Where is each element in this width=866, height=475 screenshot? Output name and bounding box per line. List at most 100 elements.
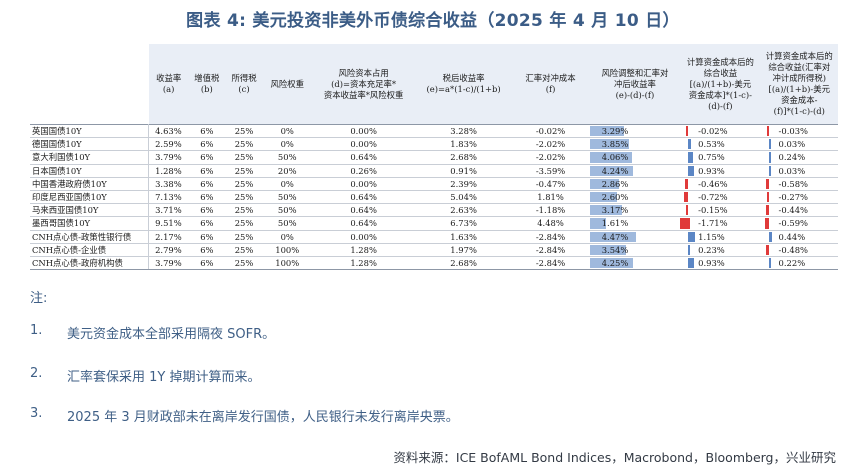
data-bar bbox=[764, 218, 769, 229]
bar-value-label: 3.85% bbox=[601, 139, 629, 150]
data-bar bbox=[589, 205, 622, 216]
data-bar bbox=[765, 178, 769, 189]
cell-hedge-cost: -2.84% bbox=[511, 256, 590, 271]
table-row: 英国国债10Y 4.63% 6% 25% 0% 0.00% 3.28% -0.02% 3.29%… bbox=[30, 123, 838, 139]
bar-value-label: 3.17% bbox=[601, 205, 629, 216]
cell-after-tax-yield: 1.63% bbox=[415, 230, 512, 244]
data-bar bbox=[766, 126, 769, 137]
cell-hedge-cost: -1.18% bbox=[511, 203, 590, 218]
cell-vat: 6% bbox=[188, 243, 225, 257]
data-bar bbox=[688, 244, 691, 255]
cell-after-tax-yield: 2.39% bbox=[415, 177, 512, 191]
cell-risk-adjusted-yield: 2.60% bbox=[589, 190, 681, 205]
cell-risk-adjusted-yield: 1.61% bbox=[589, 216, 681, 231]
data-bar bbox=[589, 152, 632, 163]
cell-vat: 6% bbox=[188, 137, 225, 152]
bar-value-label: 3.29% bbox=[601, 126, 629, 137]
row-name: 中国香港政府债10Y bbox=[30, 177, 150, 191]
cell-risk-capital: 0.64% bbox=[311, 190, 416, 205]
cell-yield: 1.28% bbox=[148, 164, 189, 178]
cell-risk-weight: 20% bbox=[263, 164, 312, 178]
data-bar bbox=[589, 126, 624, 137]
cell-yield: 3.38% bbox=[148, 177, 189, 191]
bar-value-label: 4.24% bbox=[601, 165, 629, 176]
header-cell-vat: 增值税 (b) bbox=[188, 44, 225, 125]
bar-value-label: 2.86% bbox=[601, 178, 629, 189]
data-bar bbox=[589, 178, 619, 189]
header-cell-risk-capital: 风险资本占用 (d)=资本充足率* 资本收益率*风险权重 bbox=[311, 44, 416, 125]
note-item: 1. 美元资金成本全部采用隔夜 SOFR。 bbox=[30, 323, 830, 342]
cell-composite-yield-hedge-tax: 0.22% bbox=[760, 256, 838, 271]
cell-income-tax: 25% bbox=[224, 123, 264, 139]
data-bar bbox=[768, 152, 771, 163]
cell-vat: 6% bbox=[188, 123, 225, 139]
cell-risk-weight: 100% bbox=[263, 256, 312, 271]
cell-after-tax-yield: 6.73% bbox=[415, 216, 512, 231]
data-bar bbox=[766, 191, 769, 203]
cell-risk-weight: 0% bbox=[263, 230, 312, 244]
note-item: 2. 汇率套保采用 1Y 掉期计算而来。 bbox=[30, 366, 830, 385]
cell-vat: 6% bbox=[188, 256, 225, 271]
cell-after-tax-yield: 2.63% bbox=[415, 203, 512, 218]
cell-composite-yield-hedge-tax: -0.59% bbox=[760, 216, 838, 231]
cell-composite-yield: -0.72% bbox=[680, 190, 761, 205]
cell-hedge-cost: -2.84% bbox=[511, 243, 590, 257]
header-cell-risk-adjusted-yield: 风险调整和汇率对 冲后收益率 (e)-(d)-(f) bbox=[589, 44, 681, 125]
data-bar bbox=[688, 139, 692, 150]
bar-value-label: -0.46% bbox=[698, 178, 728, 189]
cell-composite-yield-hedge-tax: 0.03% bbox=[760, 164, 838, 178]
bar-value-label: -0.58% bbox=[778, 178, 808, 189]
table-row: 中国香港政府债10Y 3.38% 6% 25% 0% 0.00% 2.39% -0.47% 2.… bbox=[30, 177, 838, 191]
header-cell-name bbox=[30, 44, 149, 125]
header-cell-risk-weight: 风险权重 bbox=[263, 44, 312, 125]
bar-value-label: 0.44% bbox=[778, 231, 806, 242]
cell-vat: 6% bbox=[188, 190, 225, 205]
cell-vat: 6% bbox=[188, 230, 225, 244]
cell-risk-weight: 100% bbox=[263, 243, 312, 257]
cell-after-tax-yield: 0.91% bbox=[415, 164, 512, 178]
cell-risk-adjusted-yield: 4.24% bbox=[589, 164, 681, 178]
bar-value-label: 0.24% bbox=[778, 152, 806, 163]
cell-risk-adjusted-yield: 2.86% bbox=[589, 177, 681, 191]
cell-risk-adjusted-yield: 3.54% bbox=[589, 243, 681, 257]
bar-value-label: 4.47% bbox=[601, 231, 629, 242]
row-name: 意大利国债10Y bbox=[30, 150, 150, 165]
cell-risk-adjusted-yield: 3.29% bbox=[589, 123, 681, 139]
row-name: 墨西哥国债10Y bbox=[30, 216, 150, 231]
cell-hedge-cost: 4.48% bbox=[511, 216, 590, 231]
cell-composite-yield-hedge-tax: -0.44% bbox=[760, 203, 838, 218]
bar-value-label: 4.06% bbox=[601, 152, 629, 163]
cell-vat: 6% bbox=[188, 150, 225, 165]
bar-value-label: 0.03% bbox=[778, 165, 806, 176]
data-bar bbox=[768, 231, 772, 242]
cell-risk-capital: 0.00% bbox=[311, 137, 416, 152]
cell-income-tax: 25% bbox=[224, 190, 264, 205]
table-row: CNH点心债-政府机构债 3.79% 6% 25% 100% 1.28% 2.68% -2.8… bbox=[30, 256, 838, 271]
cell-yield: 3.79% bbox=[148, 150, 189, 165]
cell-composite-yield-hedge-tax: -0.48% bbox=[760, 243, 838, 257]
cell-composite-yield-hedge-tax: -0.27% bbox=[760, 190, 838, 205]
cell-after-tax-yield: 1.97% bbox=[415, 243, 512, 257]
cell-composite-yield: 0.93% bbox=[680, 164, 761, 178]
cell-composite-yield: -0.15% bbox=[680, 203, 761, 218]
data-bar bbox=[688, 257, 695, 269]
bar-value-label: 0.22% bbox=[778, 257, 806, 268]
cell-income-tax: 25% bbox=[224, 164, 264, 178]
cell-hedge-cost: -2.02% bbox=[511, 137, 590, 152]
bar-value-label: 0.23% bbox=[698, 244, 725, 255]
note-text: 2025 年 3 月财政部未在离岸发行国债，人民银行未发行离岸央票。 bbox=[67, 410, 459, 425]
bar-value-label: 1.61% bbox=[601, 218, 629, 229]
cell-vat: 6% bbox=[188, 203, 225, 218]
cell-risk-weight: 50% bbox=[263, 203, 312, 218]
bar-value-label: -0.72% bbox=[698, 192, 728, 203]
row-name: CNH点心债-企业债 bbox=[30, 243, 150, 257]
row-name: CNH点心债-政策性银行债 bbox=[30, 230, 150, 244]
cell-composite-yield-hedge-tax: -0.58% bbox=[760, 177, 838, 191]
data-bar bbox=[589, 191, 617, 203]
bar-value-label: -0.02% bbox=[698, 126, 728, 137]
cell-income-tax: 25% bbox=[224, 230, 264, 244]
header-cell-after-tax-yield: 税后收益率 (e)=a*(1-c)/(1+b) bbox=[415, 44, 512, 125]
data-bar bbox=[688, 152, 694, 163]
cell-composite-yield: 0.53% bbox=[680, 137, 761, 152]
data-bar bbox=[688, 165, 695, 176]
